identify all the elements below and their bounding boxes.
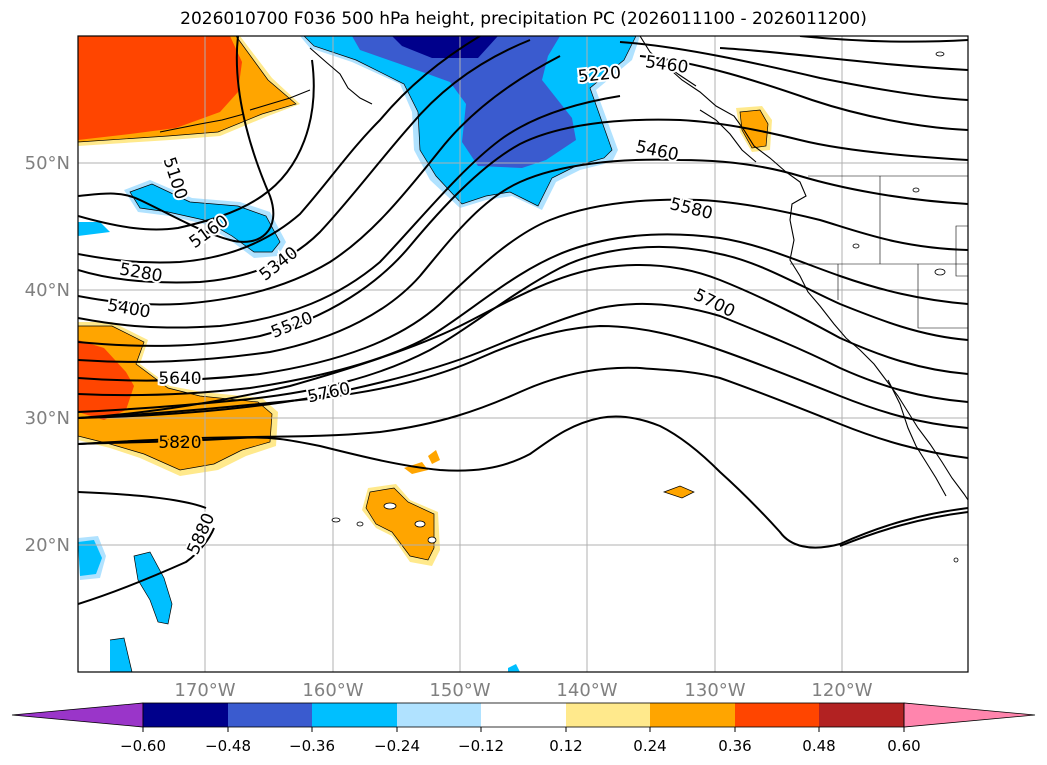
colorbar-tick-label: 0.36 [718,737,751,755]
colorbar-bin [650,703,735,727]
map-title: 2026010700 F036 500 hPa height, precipit… [180,9,867,29]
colorbar-bin [566,703,650,727]
colorbar-bin [397,703,481,727]
lat-label-30n: 30°N [25,408,70,429]
lat-label-50n: 50°N [25,153,70,174]
lat-label-40n: 40°N [25,280,70,301]
map-body: 5100 5160 5220 5280 5340 5400 5460 5520 … [78,36,968,672]
precip-positive-area [78,36,242,140]
colorbar-bin [819,703,904,727]
contour-label: 5520 [268,308,316,343]
lon-label-150w: 150°W [429,680,490,701]
precip-positive-area [428,450,440,464]
precip-positive-area [404,462,428,474]
colorbar-tick-label: −0.12 [458,737,504,755]
colorbar-max-extension [903,702,1036,728]
precip-negative-area [78,540,102,576]
colorbar-bin [481,703,566,727]
contour-label: 5580 [668,194,715,224]
colorbar-bin [143,703,228,727]
colorbar: −0.60 −0.48 −0.36 −0.24 −0.12 0.12 0.24 … [11,702,1036,755]
contour-label: 5640 [158,369,201,389]
precip-negative-area [352,36,576,168]
precip-positive-area [664,486,694,498]
colorbar-tick-label: 0.60 [887,737,920,755]
precip-positive-area [366,488,434,560]
lat-label-20n: 20°N [25,535,70,556]
colorbar-bin [735,703,819,727]
colorbar-tick-label: 0.24 [633,737,666,755]
precip-negative-area [110,638,132,672]
contour-label: 5220 [577,63,622,87]
contour-label: 5280 [118,259,164,286]
longitude-labels: 170°W 160°W 150°W 140°W 130°W 120°W [174,680,872,701]
boundaries [790,175,968,329]
lon-label-160w: 160°W [302,680,363,701]
contour-label: 5400 [106,295,152,322]
lon-label-140w: 140°W [556,680,617,701]
latitude-labels: 50°N 40°N 30°N 20°N [25,153,70,556]
contour-label: 5460 [644,52,690,78]
map-frame [77,35,969,673]
contour-label: 5760 [306,379,352,408]
colorbar-min-extension [11,702,144,728]
precip-negative-area [508,664,520,672]
precip-shading [78,36,772,672]
contour-label: 5700 [690,285,738,322]
lon-label-120w: 120°W [811,680,872,701]
precip-negative-area [134,552,172,624]
contour-label: 5820 [158,433,201,453]
colorbar-bin [228,703,312,727]
colorbar-tick-label: 0.48 [802,737,835,755]
contour-label: 5880 [183,510,219,558]
colorbar-tick-label: 0.12 [549,737,582,755]
lon-label-170w: 170°W [174,680,235,701]
height-contours [78,36,968,605]
precip-negative-area [78,222,110,236]
colorbar-tick-label: −0.60 [120,737,166,755]
colorbar-tick-label: −0.24 [374,737,420,755]
colorbar-bin [312,703,397,727]
colorbar-tick-label: −0.48 [205,737,251,755]
graticule [78,36,968,672]
lon-label-130w: 130°W [684,680,745,701]
colorbar-tick-label: −0.36 [289,737,335,755]
coastlines [159,36,968,501]
islands [331,51,959,563]
contour-label: 5460 [634,137,680,166]
